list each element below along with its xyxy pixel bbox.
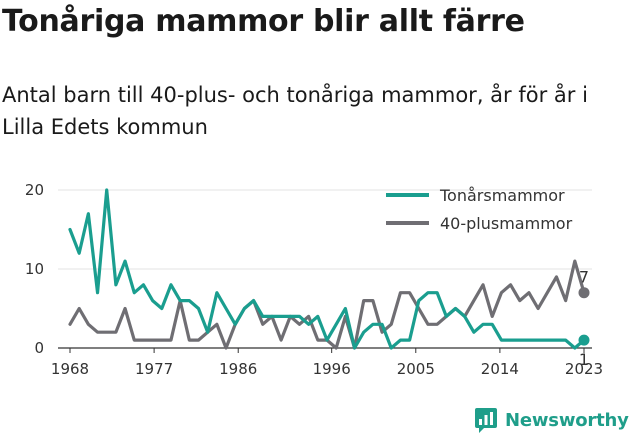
series-end-marker-1 bbox=[578, 287, 590, 299]
y-tick-label-10: 10 bbox=[25, 260, 44, 278]
series-end-label-0: 1 bbox=[579, 350, 589, 369]
series-line-1 bbox=[68, 259, 586, 350]
series-end-marker-0 bbox=[578, 334, 590, 346]
series-end-label-1: 7 bbox=[579, 268, 589, 287]
x-tick-label-1977: 1977 bbox=[135, 360, 173, 378]
series-line-0 bbox=[68, 188, 586, 350]
newsworthy-logo: Newsworthy bbox=[475, 408, 629, 433]
gridlines bbox=[58, 189, 592, 270]
series-lines bbox=[68, 188, 586, 350]
axes: 0 10 20 1968 1977 1986 1996 2005 2014 2023 bbox=[25, 181, 603, 378]
legend: Tonårsmammor 40-plusmammor bbox=[386, 186, 573, 233]
legend-label-1: 40-plusmammor bbox=[440, 214, 573, 233]
x-tick-label-2014: 2014 bbox=[481, 360, 519, 378]
newsworthy-chart-icon bbox=[475, 408, 497, 433]
legend-label-0: Tonårsmammor bbox=[439, 186, 565, 205]
chart-subtitle: Antal barn till 40-plus- och tonåriga ma… bbox=[2, 83, 588, 139]
x-tick-label-1996: 1996 bbox=[313, 360, 351, 378]
x-tick-label-2005: 2005 bbox=[397, 360, 435, 378]
x-tick-label-1968: 1968 bbox=[51, 360, 89, 378]
x-tick-label-2023: 2023 bbox=[565, 360, 603, 378]
y-tick-label-20: 20 bbox=[25, 181, 44, 199]
y-tick-label-0: 0 bbox=[34, 339, 44, 357]
chart-title: Tonåriga mammor blir allt färre bbox=[2, 4, 525, 39]
brand-name: Newsworthy bbox=[505, 410, 629, 431]
x-tick-label-1986: 1986 bbox=[219, 360, 257, 378]
end-labels: 71 bbox=[578, 268, 590, 369]
